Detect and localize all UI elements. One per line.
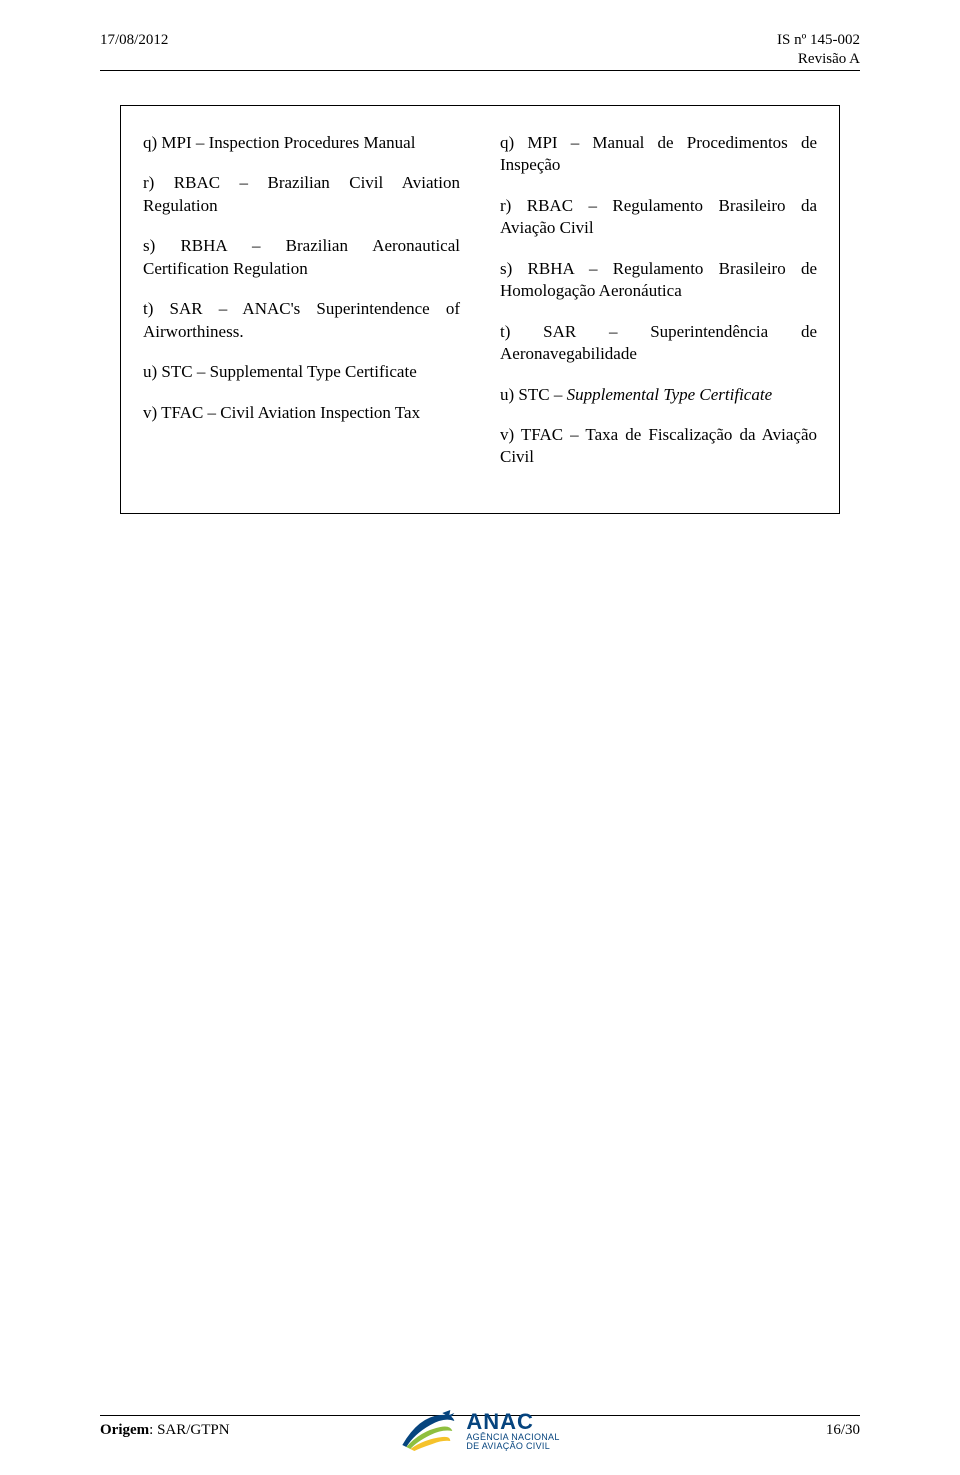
header-rule: [100, 70, 860, 71]
left-item-v: v) TFAC – Civil Aviation Inspection Tax: [143, 402, 460, 424]
right-item-u-prefix: u) STC –: [500, 385, 567, 404]
anac-logo-icon: [400, 1407, 456, 1455]
left-item-u: u) STC – Supplemental Type Certificate: [143, 361, 460, 383]
logo-sub-text-2: DE AVIAÇÃO CIVIL: [466, 1442, 559, 1451]
footer-origin-value: : SAR/GTPN: [149, 1422, 229, 1438]
right-column: q) MPI – Manual de Procedimentos de Insp…: [500, 132, 817, 487]
definitions-box: q) MPI – Inspection Procedures Manual r)…: [120, 105, 840, 514]
right-item-u-italic: Supplemental Type Certificate: [567, 385, 773, 404]
right-item-q: q) MPI – Manual de Procedimentos de Insp…: [500, 132, 817, 177]
logo-main-text: ANAC: [466, 1411, 559, 1433]
footer-origin-label: Origem: [100, 1422, 149, 1438]
header-date: 17/08/2012: [100, 32, 168, 49]
left-item-q: q) MPI – Inspection Procedures Manual: [143, 132, 460, 154]
header-is-number: IS nº 145-002: [777, 32, 860, 49]
footer-page-number: 16/30: [826, 1422, 860, 1439]
anac-logo: ANAC AGÊNCIA NACIONAL DE AVIAÇÃO CIVIL: [400, 1407, 559, 1455]
left-item-s: s) RBHA – Brazilian Aeronautical Certifi…: [143, 235, 460, 280]
left-column: q) MPI – Inspection Procedures Manual r)…: [143, 132, 460, 487]
right-item-u: u) STC – Supplemental Type Certificate: [500, 384, 817, 406]
right-item-t: t) SAR – Superintendência de Aeronavegab…: [500, 321, 817, 366]
footer-origin: Origem: SAR/GTPN: [100, 1422, 230, 1439]
page-footer: Origem: SAR/GTPN ANAC AGÊNCIA NACIONAL D…: [100, 1415, 860, 1439]
anac-logo-text: ANAC AGÊNCIA NACIONAL DE AVIAÇÃO CIVIL: [466, 1411, 559, 1451]
left-item-r: r) RBAC – Brazilian Civil Aviation Regul…: [143, 172, 460, 217]
left-item-t: t) SAR – ANAC's Superintendence of Airwo…: [143, 298, 460, 343]
right-item-v: v) TFAC – Taxa de Fiscalização da Aviaçã…: [500, 424, 817, 469]
page-header: 17/08/2012 IS nº 145-002: [100, 32, 860, 49]
right-item-r: r) RBAC – Regulamento Brasileiro da Avia…: [500, 195, 817, 240]
right-item-s: s) RBHA – Regulamento Brasileiro de Homo…: [500, 258, 817, 303]
header-revision: Revisão A: [100, 51, 860, 68]
